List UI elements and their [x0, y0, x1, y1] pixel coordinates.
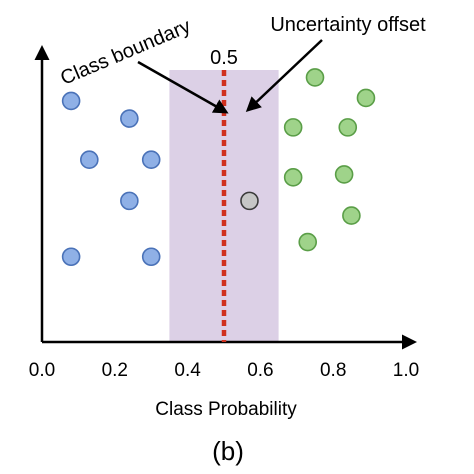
- uncertainty-offset-arrow: [245, 39, 323, 113]
- data-point: [141, 247, 161, 267]
- data-point: [120, 191, 139, 211]
- x-tick-label: 0.0: [29, 360, 55, 381]
- data-point: [61, 247, 81, 267]
- x-tick-label: 0.4: [174, 360, 201, 381]
- data-point: [61, 91, 81, 111]
- uncertainty-offset-annotation: Uncertainty offset: [270, 14, 426, 36]
- points-layer: [61, 68, 376, 267]
- data-point: [338, 118, 358, 137]
- data-point: [283, 168, 303, 187]
- data-point: [80, 150, 99, 170]
- data-point: [356, 88, 376, 108]
- data-point: [334, 165, 354, 184]
- threshold-layer: 0.5: [210, 47, 238, 342]
- data-point: [305, 68, 325, 87]
- data-point: [298, 232, 318, 252]
- x-tick-labels: 0.0 0.2 0.4 0.6 0.8 1.0: [29, 360, 419, 381]
- panel-label: (b): [212, 436, 244, 466]
- class-boundary-arrow: [137, 60, 229, 114]
- data-point: [283, 118, 303, 137]
- data-point: [120, 109, 139, 128]
- threshold-label: 0.5: [210, 47, 238, 69]
- x-tick-label: 0.6: [247, 360, 273, 381]
- axes: [34, 45, 417, 350]
- data-point: [141, 150, 161, 170]
- x-axis-title: Class Probability: [155, 399, 297, 420]
- x-tick-label: 0.2: [102, 360, 128, 381]
- x-tick-label: 1.0: [393, 360, 419, 381]
- data-point: [342, 206, 361, 225]
- x-tick-label: 0.8: [320, 360, 346, 381]
- data-point: [240, 191, 259, 211]
